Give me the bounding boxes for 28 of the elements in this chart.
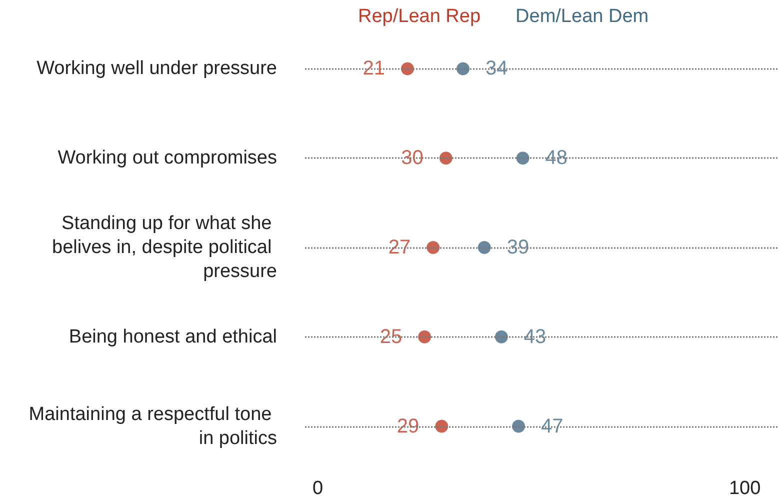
- x-tick-label: 100: [728, 478, 761, 498]
- x-tick-label: 0: [312, 478, 324, 498]
- data-label: 29: [396, 415, 420, 438]
- point: [439, 152, 452, 165]
- point: [435, 420, 448, 433]
- y-tick-label: Standing up for what she belives in, despite political pressure: [52, 213, 277, 282]
- data-label: 34: [486, 58, 508, 80]
- data-label: 27: [388, 236, 411, 258]
- text: Rep/Lean Rep: [358, 6, 481, 27]
- data-label: 39: [506, 236, 530, 258]
- data-label: 43: [524, 326, 546, 348]
- point: [494, 330, 508, 344]
- point: [456, 62, 470, 76]
- y-tick-label: Being honest and ethical: [68, 326, 277, 348]
- point: [478, 241, 491, 254]
- point: [516, 152, 530, 165]
- point: [512, 420, 526, 433]
- y-tick-label: Maintaining a respectful tone in politics: [28, 404, 277, 449]
- y-tick-label: Working well under pressure: [36, 58, 277, 80]
- point: [426, 241, 440, 254]
- data-label: 21: [362, 58, 385, 80]
- data-label: 30: [401, 147, 424, 170]
- y-tick-label: Working out compromises: [58, 148, 277, 169]
- point: [401, 62, 414, 76]
- data-label: 25: [380, 326, 402, 348]
- data-label: 48: [545, 147, 568, 170]
- point: [418, 330, 432, 344]
- text: Dem/Lean Dem: [516, 6, 649, 27]
